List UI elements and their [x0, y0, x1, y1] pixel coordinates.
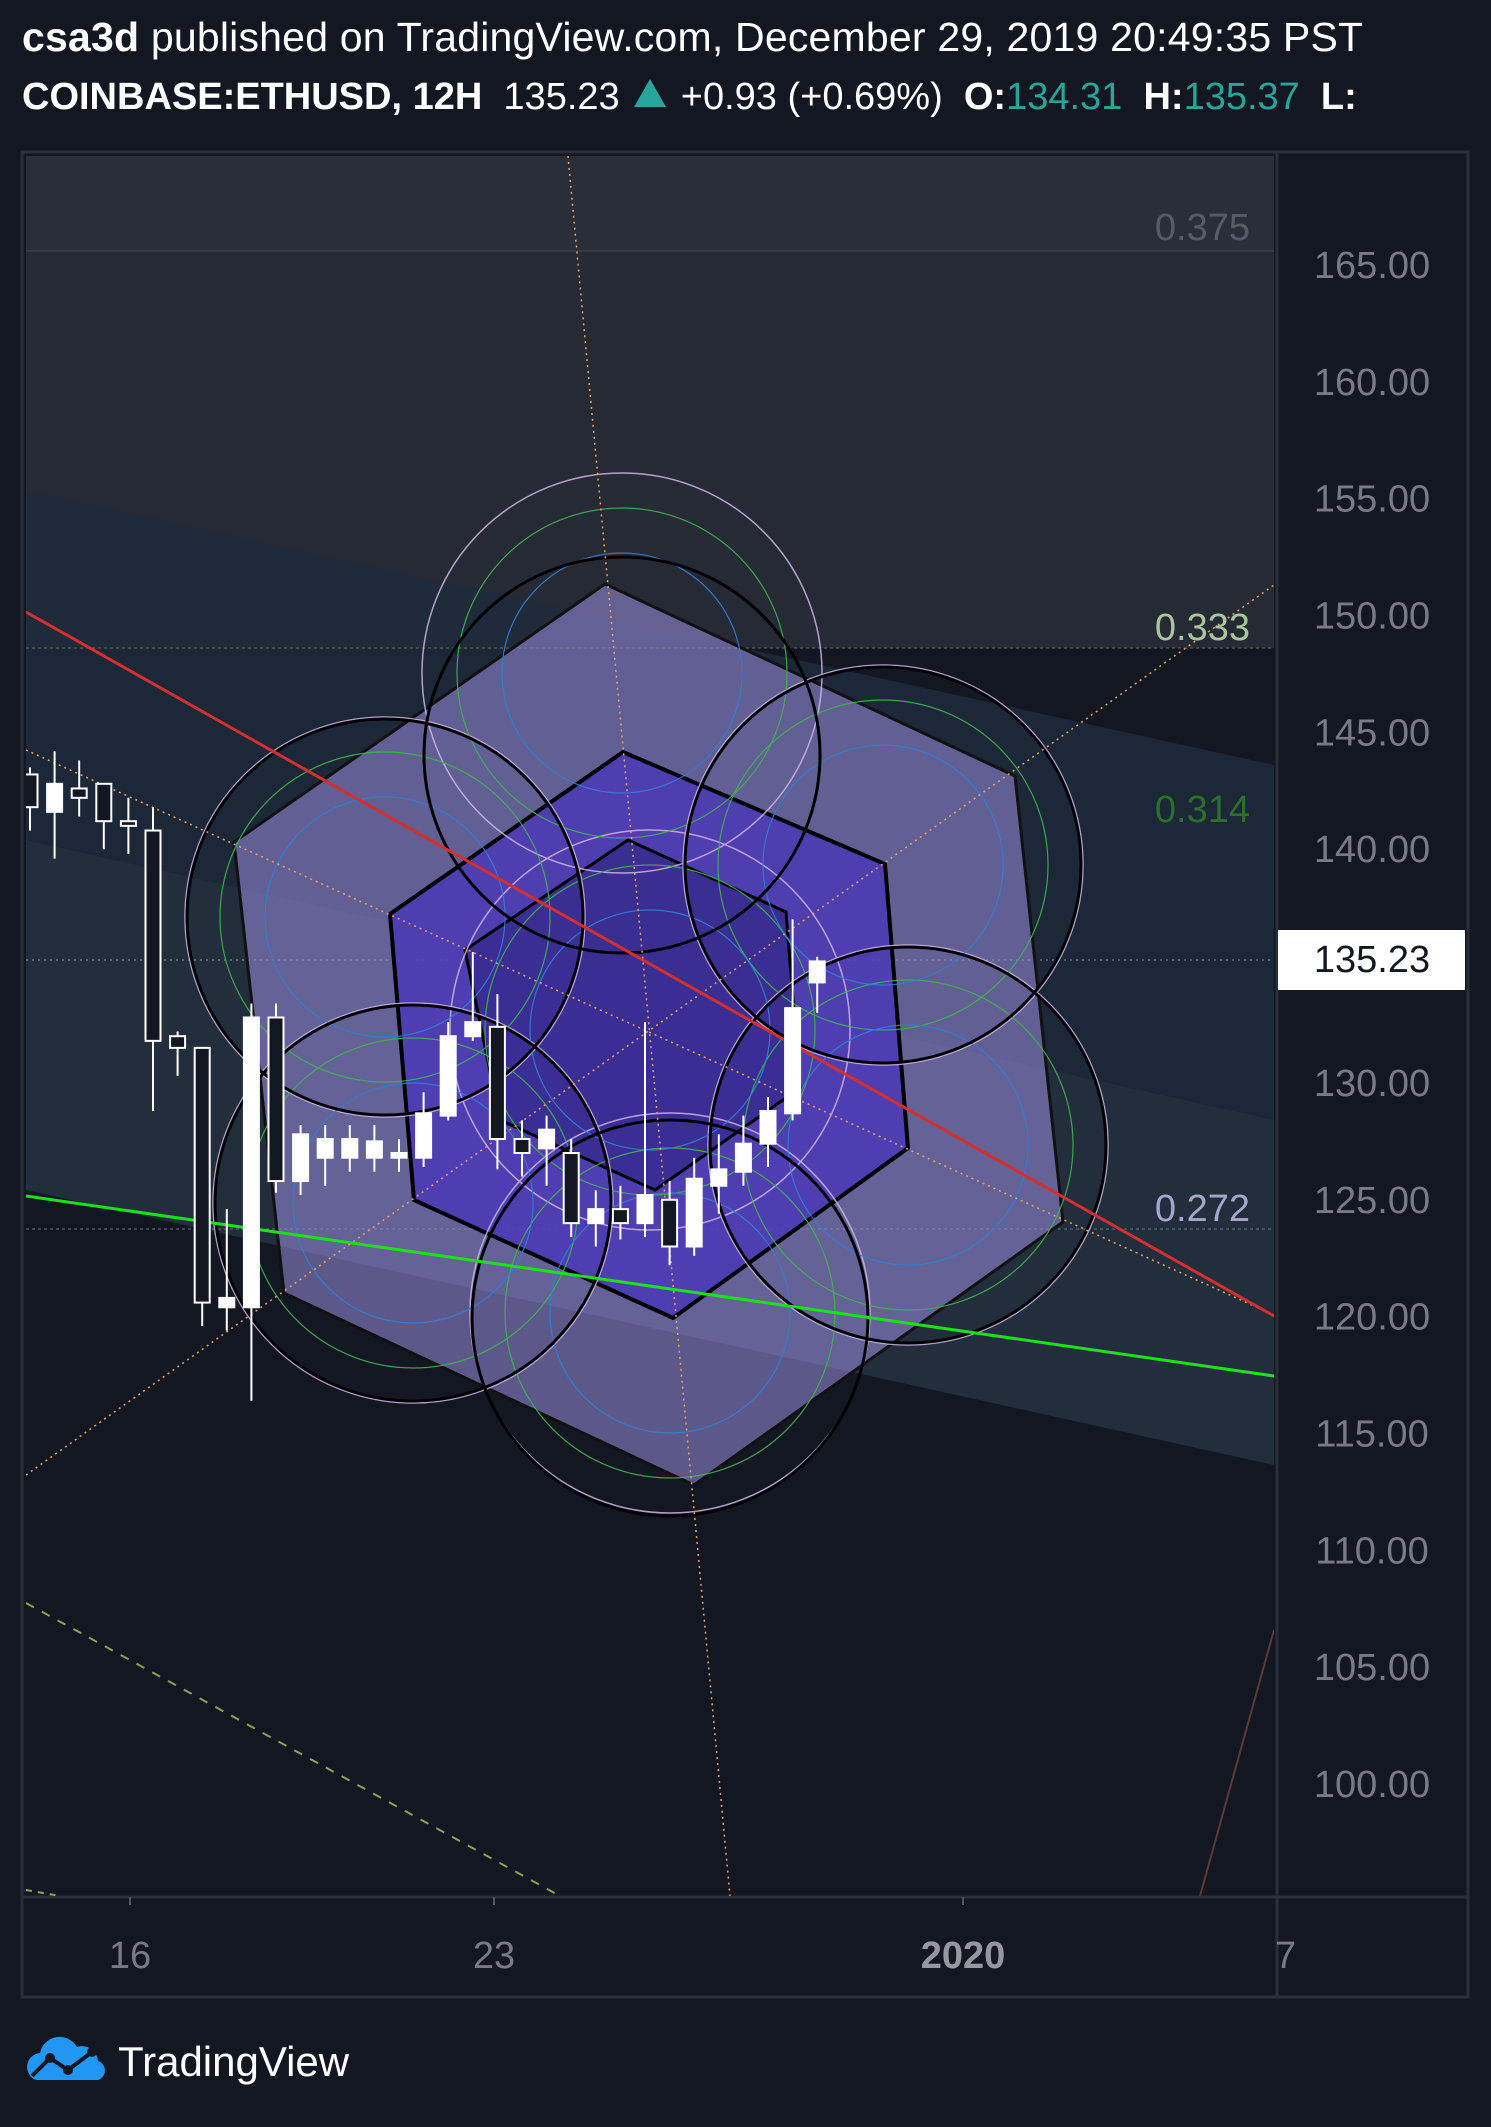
fib-label-0272: 0.272	[1155, 1188, 1250, 1230]
candle-body	[70, 787, 88, 799]
candle-body	[636, 1194, 654, 1225]
price-change: +0.93 (+0.69%)	[680, 76, 943, 118]
y-tick-label: 155.00	[1314, 479, 1430, 521]
candle-body	[808, 960, 826, 984]
y-tick-label: 150.00	[1314, 596, 1430, 638]
candle-body	[538, 1128, 556, 1150]
y-tick-label: 145.00	[1314, 712, 1430, 754]
candle-body	[316, 1138, 334, 1159]
green-trendline	[26, 1194, 1274, 1378]
guide-lines	[26, 156, 1274, 1896]
dashed-trendline-2	[26, 1889, 61, 1896]
candle-body	[144, 829, 162, 1042]
y-tick-label: 105.00	[1314, 1647, 1430, 1689]
candle-body	[734, 1142, 752, 1173]
high-label: H:	[1143, 76, 1184, 118]
candle-body	[710, 1168, 728, 1187]
candle-body	[365, 1140, 383, 1159]
time-axis[interactable]: 16 23 2020 7	[109, 1897, 1296, 1977]
candle-body	[661, 1198, 679, 1248]
y-tick-label: 120.00	[1314, 1297, 1430, 1339]
published-text: published on TradingView.com, December 2…	[150, 14, 1364, 60]
open-value: 134.31	[1006, 76, 1123, 118]
fib-label-0375: 0.375	[1155, 207, 1250, 249]
x-tick-label: 16	[109, 1935, 151, 1977]
candle-body	[267, 1016, 285, 1183]
candle-body	[784, 1007, 802, 1115]
up-arrow-icon	[634, 79, 667, 107]
plot-area	[26, 156, 1274, 1896]
tradingview-brand[interactable]: TradingView	[118, 2038, 350, 2085]
fib-band-top	[26, 156, 1274, 251]
candle-body	[218, 1296, 236, 1309]
high-value: 135.37	[1183, 76, 1300, 118]
candle-body	[611, 1208, 629, 1225]
y-tick-label: 115.00	[1315, 1413, 1428, 1455]
candle-body	[95, 782, 113, 823]
y-tick-label: 140.00	[1314, 829, 1430, 871]
last-price-label: 135.23	[1314, 939, 1430, 981]
y-tick-label: 125.00	[1314, 1180, 1430, 1222]
brown-trendline	[1199, 1629, 1274, 1896]
open-label: O:	[963, 76, 1007, 118]
tradingview-logo-icon[interactable]	[22, 2032, 112, 2093]
candle-body	[488, 1025, 506, 1141]
x-tick-label: 2020	[921, 1935, 1006, 1977]
y-tick-label: 100.00	[1314, 1764, 1430, 1806]
last-price: 135.23	[503, 76, 620, 118]
dashed-trendline	[26, 1602, 561, 1896]
candle-body	[341, 1138, 359, 1159]
candle-body	[390, 1152, 408, 1159]
candle-body	[759, 1109, 777, 1145]
candle-body	[464, 1021, 482, 1038]
low-label: L:	[1320, 76, 1357, 118]
red-trendline	[26, 610, 1274, 1318]
candle-body	[685, 1177, 703, 1248]
fib-label-0314: 0.314	[1155, 789, 1250, 831]
y-tick-label: 110.00	[1315, 1530, 1428, 1572]
candle-body	[292, 1133, 310, 1183]
y-tick-label: 160.00	[1314, 362, 1430, 404]
candle-body	[26, 773, 39, 809]
x-tick-label: 23	[473, 1935, 515, 1977]
candle-body	[46, 782, 64, 813]
symbol-name: COINBASE:ETHUSD, 12H	[22, 76, 483, 118]
candle-body	[169, 1035, 187, 1049]
candle-body	[513, 1138, 531, 1155]
y-tick-label: 130.00	[1314, 1063, 1430, 1105]
candle-body	[242, 1016, 260, 1309]
publish-info: csa3d published on TradingView.com, Dece…	[22, 14, 1363, 61]
chart-frame	[20, 150, 1470, 1999]
fib-label-0333: 0.333	[1155, 607, 1250, 649]
candle-body	[193, 1046, 211, 1304]
candle-body	[439, 1035, 457, 1117]
x-tick-label: 7	[1275, 1935, 1296, 1977]
candle-body	[415, 1112, 433, 1159]
symbol-info: COINBASE:ETHUSD, 12H 135.23 +0.93 (+0.69…	[22, 76, 1357, 119]
last-price-badge	[1278, 930, 1465, 990]
y-tick-label: 165.00	[1314, 245, 1430, 287]
price-axis[interactable]: 165.00 160.00 155.00 150.00 145.00 140.00 135.…	[1314, 245, 1430, 1806]
author-name[interactable]: csa3d	[22, 14, 140, 60]
candle-body	[119, 820, 137, 827]
circle-pattern	[184, 472, 1109, 1518]
candle-body	[587, 1208, 605, 1225]
candles	[26, 751, 826, 1401]
candle-body	[562, 1152, 580, 1225]
